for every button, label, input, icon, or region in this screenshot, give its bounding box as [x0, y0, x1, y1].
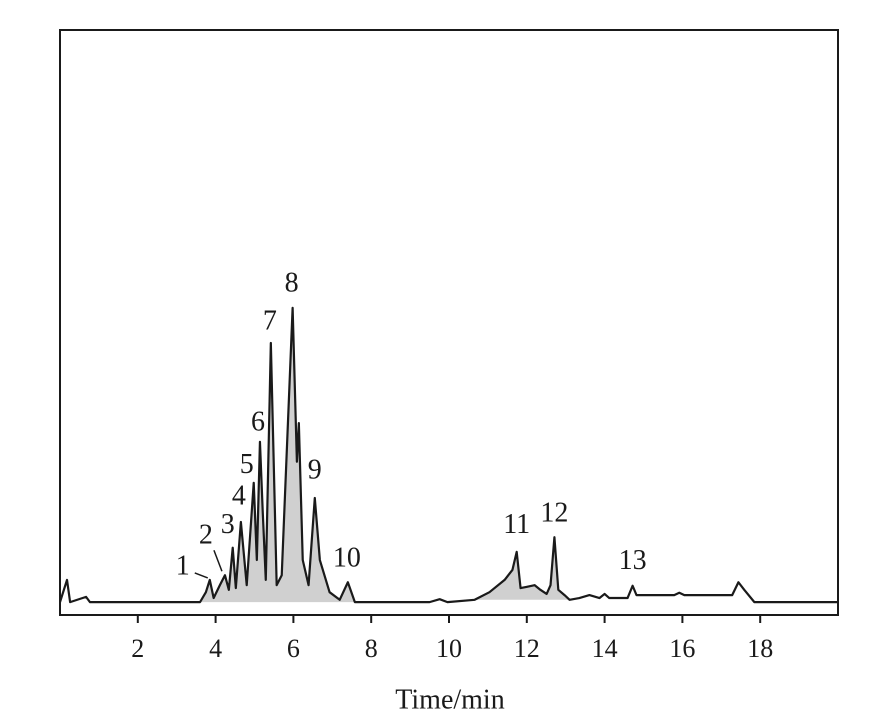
x-tick-label: 2 — [131, 634, 144, 663]
peak-label: 1 — [176, 550, 190, 581]
peak-label: 3 — [221, 509, 235, 540]
peak-label: 8 — [285, 267, 299, 298]
x-axis-title: Time/min — [395, 684, 504, 715]
shaded-area — [200, 307, 355, 603]
peak-label: 12 — [540, 498, 568, 529]
peak-label: 6 — [251, 406, 265, 437]
peak-label: 11 — [503, 509, 530, 540]
plot-frame — [59, 29, 839, 616]
peak-label: 13 — [619, 545, 647, 576]
x-tick-label: 6 — [287, 634, 300, 663]
x-tick-label: 8 — [365, 634, 378, 663]
x-tick-label: 10 — [436, 634, 462, 663]
peak-label: 5 — [240, 449, 254, 480]
peak-label: 9 — [308, 454, 322, 485]
leader-line — [213, 549, 223, 572]
shaded-area — [474, 537, 570, 600]
peak-label: 4 — [232, 480, 246, 511]
trace-line — [58, 306, 838, 604]
leader-line — [194, 572, 209, 579]
x-tick-label: 4 — [209, 634, 222, 663]
peak-label: 10 — [333, 543, 361, 574]
peak-label: 7 — [263, 305, 277, 336]
peak-label: 2 — [199, 520, 213, 551]
x-tick-label: 16 — [669, 634, 695, 663]
x-tick-label: 18 — [747, 634, 773, 663]
x-tick-label: 12 — [514, 634, 540, 663]
x-tick-label: 14 — [592, 634, 618, 663]
